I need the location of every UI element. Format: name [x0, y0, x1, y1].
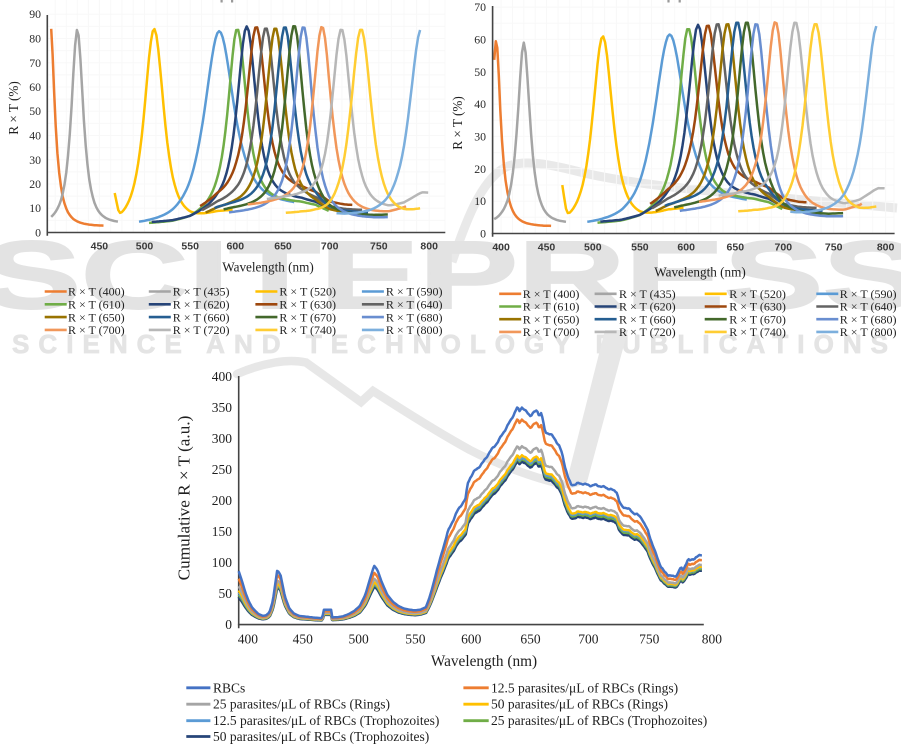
- svg-text:12.5 parasites/μL of RBCs (Tro: 12.5 parasites/μL of RBCs (Trophozoites): [213, 713, 439, 728]
- svg-text:500: 500: [584, 242, 602, 254]
- svg-text:R × T (660): R × T (660): [173, 310, 230, 324]
- svg-text:60: 60: [474, 32, 486, 46]
- svg-text:250: 250: [212, 462, 233, 477]
- svg-text:R × T (630): R × T (630): [729, 300, 786, 314]
- svg-text:SCITEPRESS: SCITEPRESS: [0, 222, 901, 329]
- svg-text:750: 750: [639, 631, 660, 646]
- svg-text:80: 80: [29, 32, 41, 46]
- svg-text:30: 30: [474, 129, 486, 143]
- svg-text:800: 800: [702, 631, 723, 646]
- svg-text:RBCs: RBCs: [213, 680, 245, 695]
- svg-text:200: 200: [212, 493, 233, 508]
- svg-text:Wavelength (nm): Wavelength (nm): [654, 265, 746, 280]
- svg-text:550: 550: [405, 631, 426, 646]
- svg-text:Cumulative R × T (a.u.): Cumulative R × T (a.u.): [175, 416, 194, 581]
- svg-text:650: 650: [727, 242, 745, 254]
- svg-text:R × T (400): R × T (400): [523, 287, 580, 301]
- svg-text:0: 0: [480, 227, 486, 241]
- svg-text:100: 100: [212, 555, 233, 570]
- svg-text:R × T (520): R × T (520): [279, 285, 336, 299]
- svg-text:450: 450: [91, 241, 109, 253]
- svg-text:R × T (620): R × T (620): [173, 298, 230, 312]
- svg-text:50: 50: [29, 104, 41, 118]
- svg-text:650: 650: [520, 631, 541, 646]
- svg-text:50: 50: [219, 586, 233, 601]
- svg-text:R × T (650): R × T (650): [68, 310, 125, 324]
- svg-text:R × T (%): R × T (%): [450, 96, 465, 149]
- svg-text:R × T (435): R × T (435): [619, 287, 676, 301]
- svg-text:40: 40: [29, 129, 41, 143]
- svg-text:60: 60: [29, 80, 41, 94]
- svg-text:25 parasites/μL of RBCs (Troph: 25 parasites/μL of RBCs (Trophozoites): [491, 713, 707, 728]
- svg-text:12.5 parasites/μL of RBCs (Rin: 12.5 parasites/μL of RBCs (Rings): [491, 680, 678, 695]
- svg-text:R × T (670): R × T (670): [279, 310, 336, 324]
- svg-text:R × T (640): R × T (640): [386, 298, 443, 312]
- svg-text:600: 600: [677, 242, 695, 254]
- svg-text:R × T (590): R × T (590): [386, 285, 443, 299]
- svg-text:650: 650: [274, 241, 292, 253]
- svg-text:R × T (800): R × T (800): [840, 325, 897, 339]
- svg-text:R × T (435): R × T (435): [173, 285, 230, 299]
- svg-text:R × T (740): R × T (740): [279, 323, 336, 337]
- svg-text:R × T (680): R × T (680): [840, 312, 897, 326]
- svg-text:R × T (720): R × T (720): [173, 323, 230, 337]
- svg-text:500: 500: [348, 631, 369, 646]
- svg-text:600: 600: [461, 631, 482, 646]
- svg-text:30: 30: [29, 153, 41, 167]
- svg-text:10: 10: [474, 194, 486, 208]
- svg-text:550: 550: [181, 241, 199, 253]
- svg-text:50 parasites/μL of RBCs (Troph: 50 parasites/μL of RBCs (Trophozoites): [213, 729, 429, 744]
- svg-text:550: 550: [631, 242, 649, 254]
- svg-text:90: 90: [29, 7, 41, 21]
- svg-text:R × T (%): R × T (%): [6, 81, 21, 134]
- svg-text:150: 150: [212, 524, 233, 539]
- svg-text:500: 500: [136, 241, 154, 253]
- svg-text:40: 40: [474, 97, 486, 111]
- svg-text:750: 750: [370, 241, 388, 253]
- svg-text:R × T (400): R × T (400): [68, 285, 125, 299]
- svg-text:0: 0: [35, 226, 41, 240]
- svg-text:R × T (720): R × T (720): [619, 325, 676, 339]
- svg-text:800: 800: [877, 242, 895, 254]
- svg-text:R × T (640): R × T (640): [840, 300, 897, 314]
- svg-text:R × T (660): R × T (660): [619, 312, 676, 326]
- svg-text:50: 50: [474, 65, 486, 79]
- svg-text:R × T (800): R × T (800): [386, 323, 443, 337]
- svg-text:20: 20: [29, 177, 41, 191]
- svg-text:400: 400: [492, 242, 510, 254]
- svg-text:25 parasites/μL of RBCs (Rings: 25 parasites/μL of RBCs (Rings): [213, 697, 390, 712]
- svg-text:350: 350: [212, 400, 233, 415]
- svg-text:10: 10: [29, 201, 41, 215]
- svg-text:300: 300: [212, 431, 233, 446]
- svg-text:R × T (520): R × T (520): [729, 287, 786, 301]
- svg-text:400: 400: [212, 369, 233, 384]
- svg-text:R × T (680): R × T (680): [386, 310, 443, 324]
- svg-text:R × T (670): R × T (670): [729, 312, 786, 326]
- svg-text:R × T (650): R × T (650): [523, 312, 580, 326]
- svg-text:R × T (610): R × T (610): [523, 300, 580, 314]
- svg-text:R × T (630): R × T (630): [279, 298, 336, 312]
- svg-text:600: 600: [227, 241, 245, 253]
- svg-text:70: 70: [474, 0, 486, 14]
- svg-text:R × T (590): R × T (590): [840, 287, 897, 301]
- svg-text:700: 700: [578, 631, 599, 646]
- svg-text:800: 800: [420, 241, 438, 253]
- svg-text:20: 20: [474, 162, 486, 176]
- svg-text:R × T (700): R × T (700): [68, 323, 125, 337]
- svg-text:0: 0: [225, 617, 232, 632]
- svg-text:450: 450: [538, 242, 556, 254]
- svg-text:Wavelength (nm): Wavelength (nm): [431, 653, 537, 670]
- svg-text:R × T (700): R × T (700): [523, 325, 580, 339]
- svg-text:R × T (610): R × T (610): [68, 298, 125, 312]
- svg-text:R × T (620): R × T (620): [619, 300, 676, 314]
- svg-text:70: 70: [29, 56, 41, 70]
- svg-text:750: 750: [825, 242, 843, 254]
- svg-text:Wavelength (nm): Wavelength (nm): [222, 260, 314, 275]
- svg-text:450: 450: [293, 631, 314, 646]
- svg-text:400: 400: [238, 631, 259, 646]
- svg-text:50 parasites/μL of RBCs (Rings: 50 parasites/μL of RBCs (Rings): [491, 697, 668, 712]
- svg-text:700: 700: [775, 242, 793, 254]
- svg-text:R × T (740): R × T (740): [729, 325, 786, 339]
- svg-text:700: 700: [321, 241, 339, 253]
